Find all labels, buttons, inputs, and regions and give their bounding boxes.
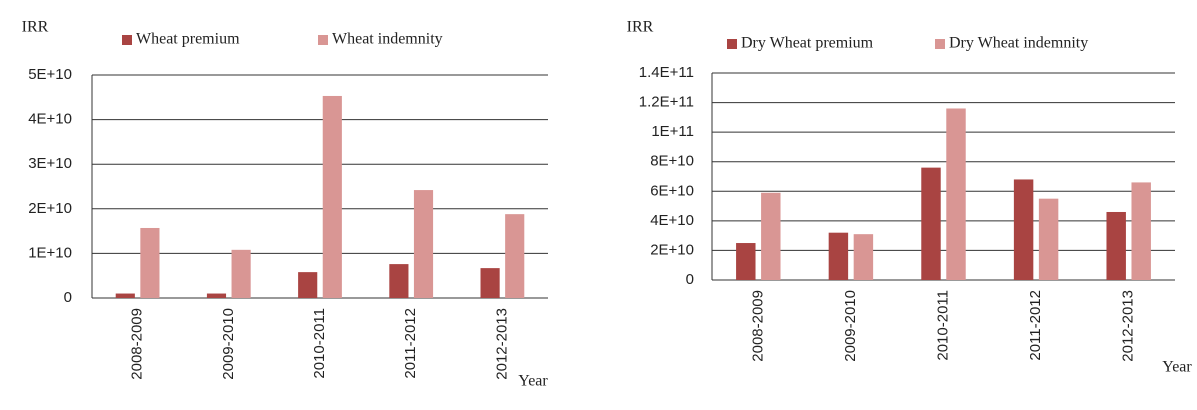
bar [1013,179,1034,280]
bar [389,264,409,298]
x-tick-label: 2010-2011 [311,308,328,379]
y-tick-label: 1.2E+11 [639,94,694,111]
y-tick-label: 6E+10 [650,182,694,199]
y-tick-label: 2E+10 [650,241,694,258]
x-tick-label: 2011-2012 [1027,290,1044,361]
bar [1038,198,1059,280]
legend-swatch [318,35,328,45]
bar [828,232,849,280]
y-tick-label: 5E+10 [28,66,72,83]
legend-label: Dry Wheat premium [741,35,874,52]
bar [736,243,756,280]
bar [1106,211,1126,280]
x-axis-title: Year [518,373,548,390]
bar [298,272,318,298]
legend-label: Dry Wheat indemnity [949,35,1088,52]
bar [140,227,160,298]
bar [206,293,227,298]
y-tick-label: 0 [64,289,72,306]
x-tick-label: 2012-2013 [1120,290,1137,362]
bar [921,167,941,280]
x-tick-label: 2008-2009 [129,308,146,380]
legend-label: Wheat premium [136,31,240,48]
bar [480,268,500,298]
x-axis-title: Year [1162,359,1192,376]
x-tick-label: 2008-2009 [749,290,766,362]
x-tick-label: 2012-2013 [493,308,510,380]
y-tick-label: 0 [686,271,694,288]
bar [322,95,342,298]
y-tick-label: 4E+10 [650,212,694,229]
bar [231,249,251,298]
bar [1131,182,1151,280]
y-tick-label: 2E+10 [28,200,72,217]
y-axis-title: IRR [627,19,654,36]
x-tick-label: 2009-2010 [220,308,237,380]
y-axis-title: IRR [22,19,49,36]
y-tick-label: 8E+10 [650,153,694,170]
bar [413,190,434,298]
y-tick-label: 4E+10 [28,111,72,128]
x-tick-label: 2010-2011 [934,290,951,361]
legend-swatch [935,39,945,49]
bar [761,192,781,280]
bar [115,293,135,298]
y-tick-label: 1E+11 [651,123,694,140]
bar [946,108,966,280]
bar [505,214,525,298]
y-tick-label: 1E+10 [28,244,72,261]
x-tick-label: 2011-2012 [402,308,419,379]
y-tick-label: 3E+10 [28,155,72,172]
legend-label: Wheat indemnity [332,31,443,48]
legend-swatch [727,39,737,49]
legend-swatch [122,35,132,45]
y-tick-label: 1.4E+11 [639,64,694,81]
bar [853,234,874,280]
x-tick-label: 2009-2010 [842,290,859,362]
